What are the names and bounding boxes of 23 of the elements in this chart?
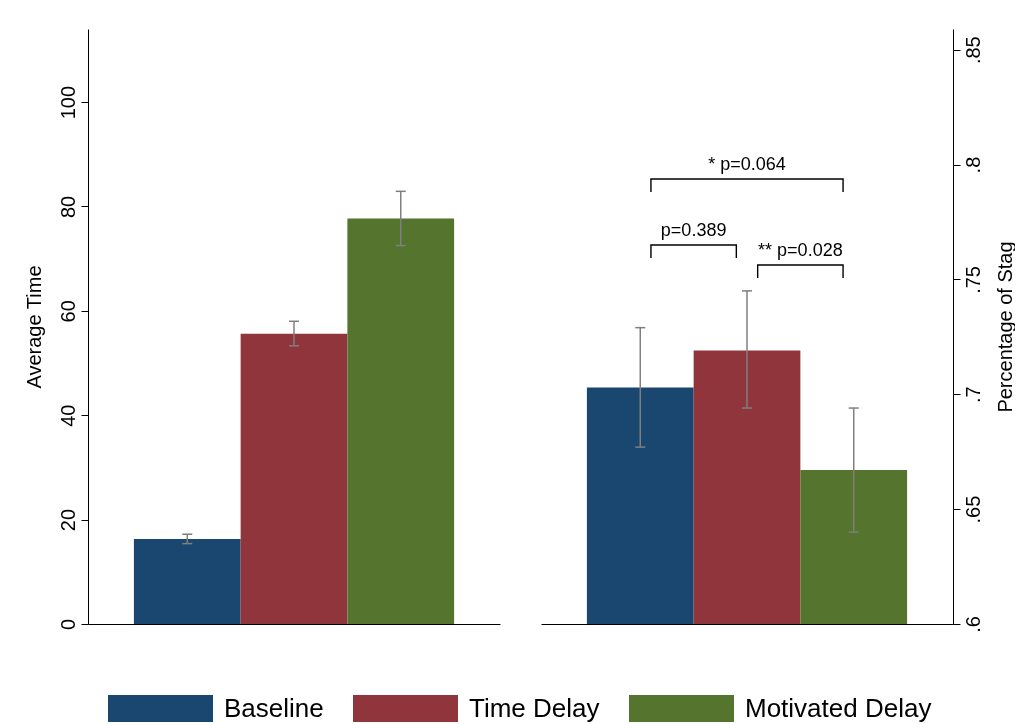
y-tick-label: 60 <box>56 300 79 323</box>
y-tick-label: 20 <box>56 508 79 532</box>
annotation: p=0.389 <box>660 220 727 240</box>
legend-label: Time Delay <box>469 692 600 723</box>
y-tick-label: 80 <box>56 195 79 219</box>
y-tick-label: 40 <box>56 404 79 427</box>
bar <box>347 218 455 624</box>
y-tick-label: .85 <box>961 36 984 65</box>
y-tick-label: .6 <box>961 616 984 633</box>
annotation: * p=0.064 <box>708 154 786 174</box>
y-tick-label: 0 <box>56 618 79 631</box>
y-tick-label: .8 <box>961 156 984 174</box>
y-tick-label: 100 <box>56 85 79 120</box>
bar <box>240 333 348 624</box>
y-tick-label: .75 <box>961 266 984 294</box>
y-tick-label: .7 <box>961 386 984 404</box>
bar <box>133 538 241 624</box>
annotation: ** p=0.028 <box>758 240 843 260</box>
y-axis-title: Average Time <box>22 265 45 389</box>
legend-label: Motivated Delay <box>745 692 932 723</box>
y-tick-label: .65 <box>961 495 984 524</box>
y-axis-title: Percentage of Stag <box>993 241 1016 413</box>
legend-label: Baseline <box>224 692 324 723</box>
